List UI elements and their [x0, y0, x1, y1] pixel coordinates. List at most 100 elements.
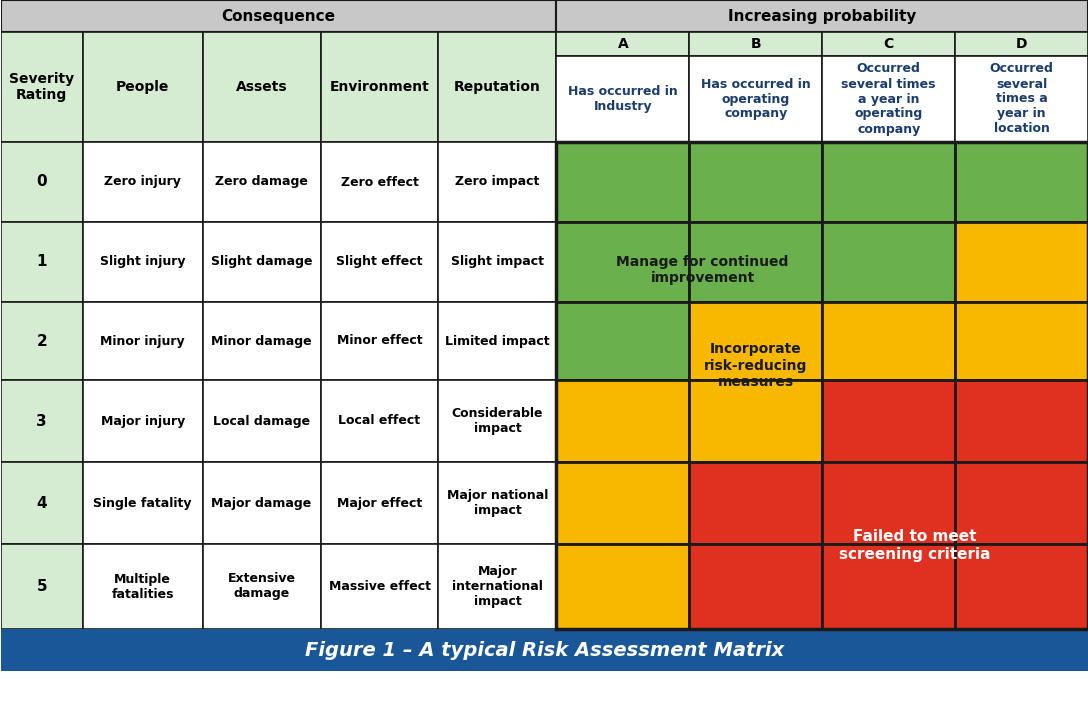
- Text: Has occurred in
Industry: Has occurred in Industry: [568, 85, 678, 113]
- Bar: [823, 462, 955, 544]
- Bar: [955, 544, 1088, 629]
- Bar: [438, 544, 556, 629]
- Text: Occurred
several times
a year in
operating
company: Occurred several times a year in operati…: [841, 62, 936, 135]
- Bar: [83, 544, 202, 629]
- Text: Minor injury: Minor injury: [100, 334, 185, 348]
- Text: Major damage: Major damage: [211, 496, 312, 510]
- Bar: [321, 142, 438, 222]
- Bar: [690, 222, 823, 302]
- Bar: [556, 302, 690, 380]
- Bar: [823, 302, 955, 380]
- Bar: [83, 222, 202, 302]
- Bar: [321, 222, 438, 302]
- Bar: [83, 380, 202, 462]
- Text: Assets: Assets: [236, 80, 287, 94]
- Bar: [438, 302, 556, 380]
- Bar: [321, 544, 438, 629]
- Bar: [823, 32, 955, 56]
- Text: Local damage: Local damage: [213, 414, 310, 428]
- Bar: [202, 302, 321, 380]
- Text: 5: 5: [36, 579, 47, 594]
- Bar: [690, 32, 823, 56]
- Text: 4: 4: [36, 496, 47, 510]
- Text: Limited impact: Limited impact: [445, 334, 549, 348]
- Bar: [202, 380, 321, 462]
- Text: Minor damage: Minor damage: [211, 334, 312, 348]
- Text: 2: 2: [36, 334, 47, 348]
- Text: Environment: Environment: [330, 80, 430, 94]
- Text: Major effect: Major effect: [337, 496, 422, 510]
- Bar: [321, 380, 438, 462]
- Bar: [955, 380, 1088, 462]
- Bar: [202, 544, 321, 629]
- Bar: [955, 142, 1088, 222]
- Bar: [1, 380, 83, 462]
- Bar: [823, 544, 955, 629]
- Text: Multiple
fatalities: Multiple fatalities: [111, 573, 174, 601]
- Bar: [690, 544, 823, 629]
- Bar: [1, 302, 83, 380]
- Bar: [823, 380, 955, 462]
- Text: Single fatality: Single fatality: [94, 496, 191, 510]
- Text: Zero damage: Zero damage: [215, 175, 308, 189]
- Text: Major injury: Major injury: [100, 414, 185, 428]
- Bar: [556, 380, 690, 462]
- Bar: [1, 32, 83, 142]
- Text: Slight injury: Slight injury: [100, 255, 185, 268]
- Bar: [438, 142, 556, 222]
- Bar: [556, 462, 690, 544]
- Bar: [690, 380, 823, 462]
- Bar: [321, 302, 438, 380]
- Text: Considerable
impact: Considerable impact: [452, 407, 543, 435]
- Bar: [1, 544, 83, 629]
- Text: Slight damage: Slight damage: [211, 255, 312, 268]
- Bar: [955, 32, 1088, 56]
- Bar: [556, 32, 690, 56]
- Text: Extensive
damage: Extensive damage: [227, 573, 296, 601]
- Bar: [955, 56, 1088, 142]
- Text: Minor effect: Minor effect: [336, 334, 422, 348]
- Bar: [438, 222, 556, 302]
- Bar: [1, 0, 556, 32]
- Bar: [1, 222, 83, 302]
- Text: Has occurred in
operating
company: Has occurred in operating company: [701, 78, 811, 121]
- Bar: [202, 462, 321, 544]
- Bar: [955, 222, 1088, 302]
- Text: Slight effect: Slight effect: [336, 255, 423, 268]
- Bar: [1, 462, 83, 544]
- Bar: [438, 380, 556, 462]
- Text: Zero impact: Zero impact: [455, 175, 540, 189]
- Text: Major national
impact: Major national impact: [447, 489, 548, 517]
- Bar: [556, 56, 690, 142]
- Text: Occurred
several
times a
year in
location: Occurred several times a year in locatio…: [990, 62, 1053, 135]
- Text: A: A: [618, 37, 628, 51]
- Text: Zero injury: Zero injury: [104, 175, 181, 189]
- Bar: [690, 462, 823, 544]
- Bar: [202, 222, 321, 302]
- Bar: [556, 0, 1088, 32]
- Bar: [83, 462, 202, 544]
- Text: Major
international
impact: Major international impact: [452, 565, 543, 608]
- Bar: [83, 302, 202, 380]
- Bar: [202, 32, 321, 142]
- Text: Failed to meet
screening criteria: Failed to meet screening criteria: [840, 529, 991, 562]
- Text: 1: 1: [37, 254, 47, 269]
- Bar: [823, 142, 955, 222]
- Bar: [83, 142, 202, 222]
- Bar: [556, 544, 690, 629]
- Text: Figure 1 – A typical Risk Assessment Matrix: Figure 1 – A typical Risk Assessment Mat…: [305, 641, 784, 660]
- Bar: [823, 56, 955, 142]
- Text: Massive effect: Massive effect: [329, 580, 431, 593]
- Bar: [690, 302, 823, 380]
- Bar: [690, 142, 823, 222]
- Text: Increasing probability: Increasing probability: [728, 8, 916, 24]
- Text: Slight impact: Slight impact: [450, 255, 544, 268]
- Bar: [955, 462, 1088, 544]
- Bar: [321, 32, 438, 142]
- Bar: [955, 302, 1088, 380]
- Bar: [321, 462, 438, 544]
- Text: Incorporate
risk-reducing
measures: Incorporate risk-reducing measures: [704, 342, 807, 389]
- Bar: [556, 142, 690, 222]
- Bar: [202, 142, 321, 222]
- Bar: [1, 629, 1088, 671]
